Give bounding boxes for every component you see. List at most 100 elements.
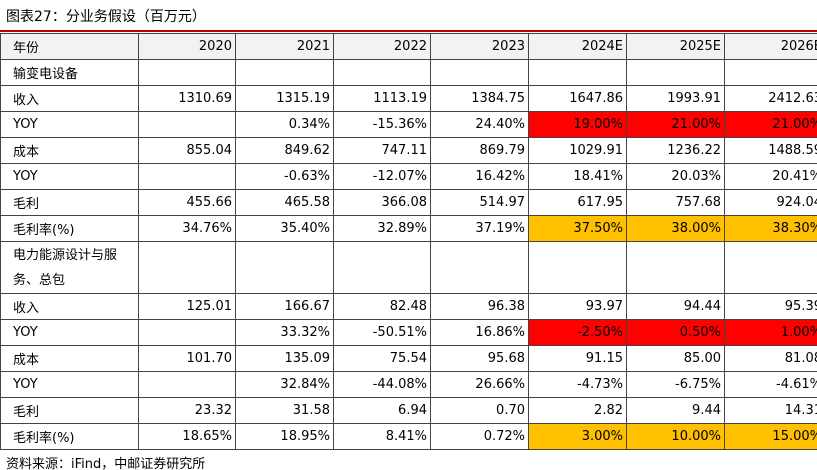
cell: 757.68 xyxy=(626,189,725,216)
cell xyxy=(626,241,725,294)
cell: 1.00% xyxy=(724,319,817,346)
cell: 125.01 xyxy=(138,293,236,320)
cell: 465.58 xyxy=(235,189,334,216)
cell: 21.00% xyxy=(724,111,817,138)
cell xyxy=(333,241,431,294)
cell: 82.48 xyxy=(333,293,431,320)
cell xyxy=(724,241,817,294)
header-cell: 年份 xyxy=(0,33,139,60)
cell: 34.76% xyxy=(138,215,236,242)
cell: 869.79 xyxy=(430,137,529,164)
cell xyxy=(430,241,529,294)
cell xyxy=(626,59,725,86)
cell: 10.00% xyxy=(626,423,725,450)
cell: 855.04 xyxy=(138,137,236,164)
cell: 514.97 xyxy=(430,189,529,216)
cell: 1315.19 xyxy=(235,85,334,112)
cell: 14.31 xyxy=(724,397,817,424)
cell: 101.70 xyxy=(138,345,236,372)
cell: 37.19% xyxy=(430,215,529,242)
cell: 0.70 xyxy=(430,397,529,424)
cell: 91.15 xyxy=(528,345,627,372)
cell: 16.42% xyxy=(430,163,529,190)
cell: -4.73% xyxy=(528,371,627,398)
title: 图表27：分业务假设（百万元） xyxy=(6,9,206,25)
cell: 成本 xyxy=(0,137,139,164)
cell: 21.00% xyxy=(626,111,725,138)
cell: 135.09 xyxy=(235,345,334,372)
cell: 1310.69 xyxy=(138,85,236,112)
cell xyxy=(528,241,627,294)
cell: 毛利率(%) xyxy=(0,215,139,242)
cell: 1993.91 xyxy=(626,85,725,112)
cell: 81.08 xyxy=(724,345,817,372)
cell: 输变电设备 xyxy=(0,59,139,86)
cell xyxy=(430,59,529,86)
cell: 366.08 xyxy=(333,189,431,216)
cell xyxy=(138,241,236,294)
source: 资料来源：iFind，中邮证券研究所 xyxy=(6,457,206,470)
header-row: 年份20202021202220232024E2025E2026E xyxy=(0,33,817,60)
cell: 93.97 xyxy=(528,293,627,320)
cell xyxy=(333,59,431,86)
cell: -4.61% xyxy=(724,371,817,398)
cell: 0.50% xyxy=(626,319,725,346)
cell: 毛利 xyxy=(0,189,139,216)
row: 收入 1310.69 1315.19 1113.19 1384.75 1647.86 199… xyxy=(0,85,817,112)
cell: 20.41% xyxy=(724,163,817,190)
cell: 1647.86 xyxy=(528,85,627,112)
row: YOY -0.63%-12.07%16.42%18.41%20.03%20.41% xyxy=(0,163,817,190)
cell: 1029.91 xyxy=(528,137,627,164)
cell: 94.44 xyxy=(626,293,725,320)
cell: 1488.59 xyxy=(724,137,817,164)
cell: 35.40% xyxy=(235,215,334,242)
cell: YOY xyxy=(0,319,139,346)
cell: 33.32% xyxy=(235,319,334,346)
cell xyxy=(138,59,236,86)
header-cell: 2024E xyxy=(528,33,627,60)
cell: 617.95 xyxy=(528,189,627,216)
cell: 收入 xyxy=(0,85,139,112)
cell: 23.32 xyxy=(138,397,236,424)
cell xyxy=(235,241,334,294)
cell: -12.07% xyxy=(333,163,431,190)
cell: 96.38 xyxy=(430,293,529,320)
cell: 24.40% xyxy=(430,111,529,138)
cell: 95.68 xyxy=(430,345,529,372)
header-cell: 2023 xyxy=(430,33,529,60)
header-cell: 2025E xyxy=(626,33,725,60)
row: 毛利率(%) 18.65% 18.95% 8.41% 0.72% 3.00% 10.00% 1… xyxy=(0,423,817,450)
cell: -6.75% xyxy=(626,371,725,398)
cell: 0.72% xyxy=(430,423,529,450)
header-cell: 2021 xyxy=(235,33,334,60)
cell: -2.50% xyxy=(528,319,627,346)
cell: 15.00% xyxy=(724,423,817,450)
cell xyxy=(138,371,236,398)
cell: 毛利率(%) xyxy=(0,423,139,450)
cell: 0.34% xyxy=(235,111,334,138)
cell: -15.36% xyxy=(333,111,431,138)
table: 年份20202021202220232024E2025E2026E输变电设备收入… xyxy=(0,33,817,450)
cell: 1384.75 xyxy=(430,85,529,112)
cell xyxy=(138,163,236,190)
cell: 32.84% xyxy=(235,371,334,398)
cell: 37.50% xyxy=(528,215,627,242)
cell: 849.62 xyxy=(235,137,334,164)
cell: 85.00 xyxy=(626,345,725,372)
row: 输变电设备 xyxy=(0,59,817,86)
cell: 9.44 xyxy=(626,397,725,424)
cell: 毛利 xyxy=(0,397,139,424)
row: 毛利率(%) 34.76% 35.40% 32.89% 37.19% 37.50% 38.0… xyxy=(0,215,817,242)
row: 毛利 455.66 465.58 366.08 514.97 617.95 757.68 92… xyxy=(0,189,817,216)
cell: 38.30% xyxy=(724,215,817,242)
cell: 924.04 xyxy=(724,189,817,216)
cell: 455.66 xyxy=(138,189,236,216)
cell: 31.58 xyxy=(235,397,334,424)
cell: -50.51% xyxy=(333,319,431,346)
cell: 成本 xyxy=(0,345,139,372)
cell: 38.00% xyxy=(626,215,725,242)
cell: 95.39 xyxy=(724,293,817,320)
